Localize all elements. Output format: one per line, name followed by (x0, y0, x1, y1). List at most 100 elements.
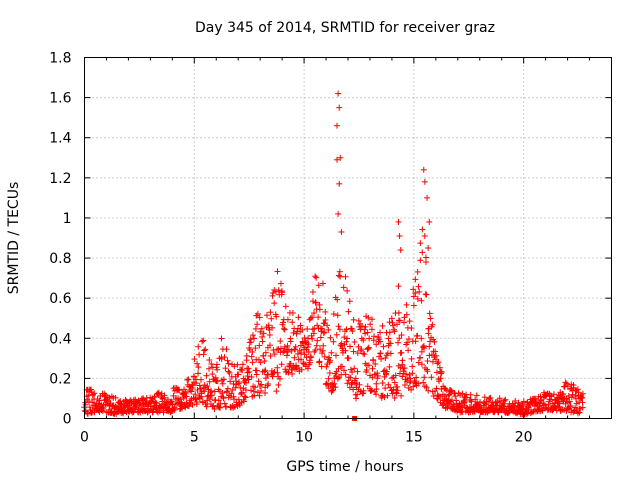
data-point (203, 403, 210, 410)
data-point (369, 316, 376, 323)
data-point (487, 394, 494, 401)
data-point (335, 90, 342, 97)
data-point (247, 339, 254, 346)
data-point (405, 347, 412, 354)
data-point (271, 351, 278, 358)
data-point (117, 400, 124, 407)
data-point (520, 398, 527, 405)
data-point (218, 335, 225, 342)
data-point (387, 384, 394, 391)
y-tick-label: 1.8 (49, 51, 71, 67)
data-point (309, 335, 316, 342)
data-point (277, 338, 284, 345)
data-point (273, 346, 280, 353)
data-point (321, 353, 328, 360)
data-point (309, 314, 316, 321)
data-point (274, 364, 281, 371)
data-point (320, 330, 327, 337)
data-point (424, 194, 431, 201)
data-point (351, 365, 358, 372)
data-point (319, 325, 326, 332)
data-point (371, 333, 378, 340)
data-point (311, 325, 318, 332)
data-point (401, 365, 408, 372)
data-point (426, 352, 433, 359)
data-point (415, 283, 422, 290)
data-point (467, 397, 474, 404)
data-point (424, 358, 431, 365)
data-point (240, 398, 247, 405)
data-point (432, 388, 439, 395)
data-point (420, 166, 427, 173)
data-point (269, 373, 276, 380)
data-point (436, 364, 443, 371)
data-point (433, 385, 440, 392)
data-point (440, 401, 447, 408)
data-point (287, 338, 294, 345)
data-point (515, 399, 522, 406)
data-point (350, 386, 357, 393)
data-point (435, 359, 442, 366)
data-point (567, 403, 574, 410)
data-point (271, 369, 278, 376)
data-point (335, 272, 342, 279)
data-point (461, 400, 468, 407)
data-point (242, 394, 249, 401)
data-point (442, 385, 449, 392)
data-point (185, 376, 192, 383)
data-point (365, 344, 372, 351)
data-point (227, 378, 234, 385)
data-point (330, 311, 337, 318)
data-point (312, 299, 319, 306)
data-point (349, 327, 356, 334)
data-points (81, 90, 586, 421)
data-point (579, 404, 586, 411)
data-point (288, 347, 295, 354)
data-point (285, 369, 292, 376)
data-point (236, 379, 243, 386)
data-point (383, 368, 390, 375)
data-point (339, 363, 346, 370)
data-point (309, 289, 316, 296)
data-point (266, 342, 273, 349)
x-tick-label: 20 (515, 430, 533, 446)
data-point (309, 326, 316, 333)
data-point (266, 331, 273, 338)
data-point (274, 369, 281, 376)
data-point (195, 343, 202, 350)
data-point (310, 310, 317, 317)
data-point (560, 391, 567, 398)
x-tick-label: 15 (405, 430, 423, 446)
data-point (364, 329, 371, 336)
data-point (225, 368, 232, 375)
data-point (374, 372, 381, 379)
data-point (319, 347, 326, 354)
data-point (579, 399, 586, 406)
data-point (225, 360, 232, 367)
data-point (193, 401, 200, 408)
data-point (373, 380, 380, 387)
data-point (368, 326, 375, 333)
data-point (85, 398, 92, 405)
data-point (324, 322, 331, 329)
data-point (420, 379, 427, 386)
x-tick-label: 0 (80, 430, 89, 446)
data-point (434, 360, 441, 367)
x-tick-labels: 0 5 10 15 20 (80, 430, 533, 446)
data-point (378, 355, 385, 362)
data-point (203, 372, 210, 379)
data-point (409, 363, 416, 370)
data-point (342, 371, 349, 378)
data-point (355, 317, 362, 324)
x-tick-label: 10 (295, 430, 313, 446)
data-point (361, 351, 368, 358)
data-point (374, 370, 381, 377)
data-point (298, 349, 305, 356)
data-point (267, 309, 274, 316)
data-point (379, 322, 386, 329)
y-tick-label: 1.4 (49, 131, 71, 147)
data-point (316, 358, 323, 365)
data-point (315, 282, 322, 289)
data-point (245, 376, 252, 383)
data-point (428, 374, 435, 381)
